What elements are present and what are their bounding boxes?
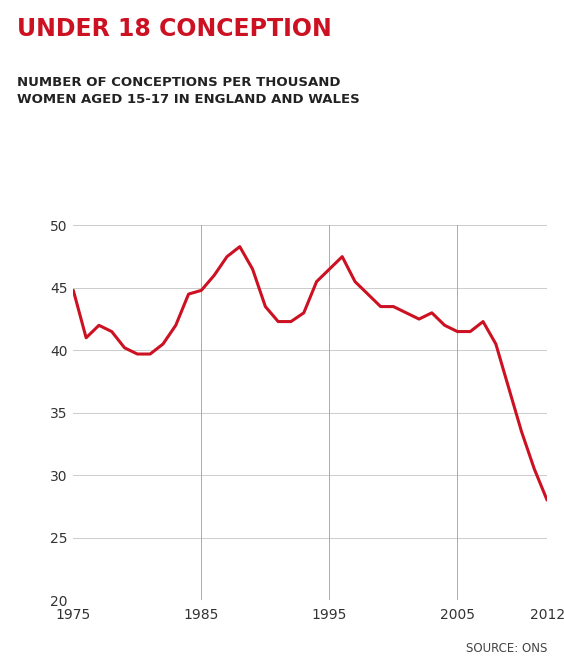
Text: NUMBER OF CONCEPTIONS PER THOUSAND
WOMEN AGED 15-17 IN ENGLAND AND WALES: NUMBER OF CONCEPTIONS PER THOUSAND WOMEN… (17, 76, 360, 106)
Text: SOURCE: ONS: SOURCE: ONS (466, 642, 547, 655)
Text: UNDER 18 CONCEPTION: UNDER 18 CONCEPTION (17, 17, 332, 40)
